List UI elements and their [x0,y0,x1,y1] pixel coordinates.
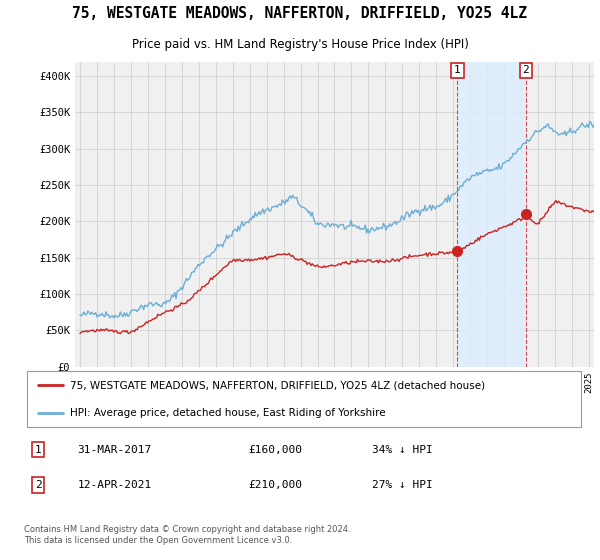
Text: 27% ↓ HPI: 27% ↓ HPI [372,480,433,490]
Text: 31-MAR-2017: 31-MAR-2017 [77,445,152,455]
Text: 1: 1 [35,445,41,455]
Text: 75, WESTGATE MEADOWS, NAFFERTON, DRIFFIELD, YO25 4LZ (detached house): 75, WESTGATE MEADOWS, NAFFERTON, DRIFFIE… [70,380,485,390]
Text: HPI: Average price, detached house, East Riding of Yorkshire: HPI: Average price, detached house, East… [70,408,386,418]
Text: £210,000: £210,000 [248,480,302,490]
Text: 1: 1 [454,66,461,76]
Text: 34% ↓ HPI: 34% ↓ HPI [372,445,433,455]
FancyBboxPatch shape [27,371,581,427]
Text: 12-APR-2021: 12-APR-2021 [77,480,152,490]
Text: 2: 2 [35,480,41,490]
Text: 75, WESTGATE MEADOWS, NAFFERTON, DRIFFIELD, YO25 4LZ: 75, WESTGATE MEADOWS, NAFFERTON, DRIFFIE… [73,6,527,21]
Text: Price paid vs. HM Land Registry's House Price Index (HPI): Price paid vs. HM Land Registry's House … [131,38,469,51]
Text: 2: 2 [523,66,529,76]
Text: Contains HM Land Registry data © Crown copyright and database right 2024.
This d: Contains HM Land Registry data © Crown c… [24,525,350,545]
Text: £160,000: £160,000 [248,445,302,455]
Bar [457,62,526,367]
